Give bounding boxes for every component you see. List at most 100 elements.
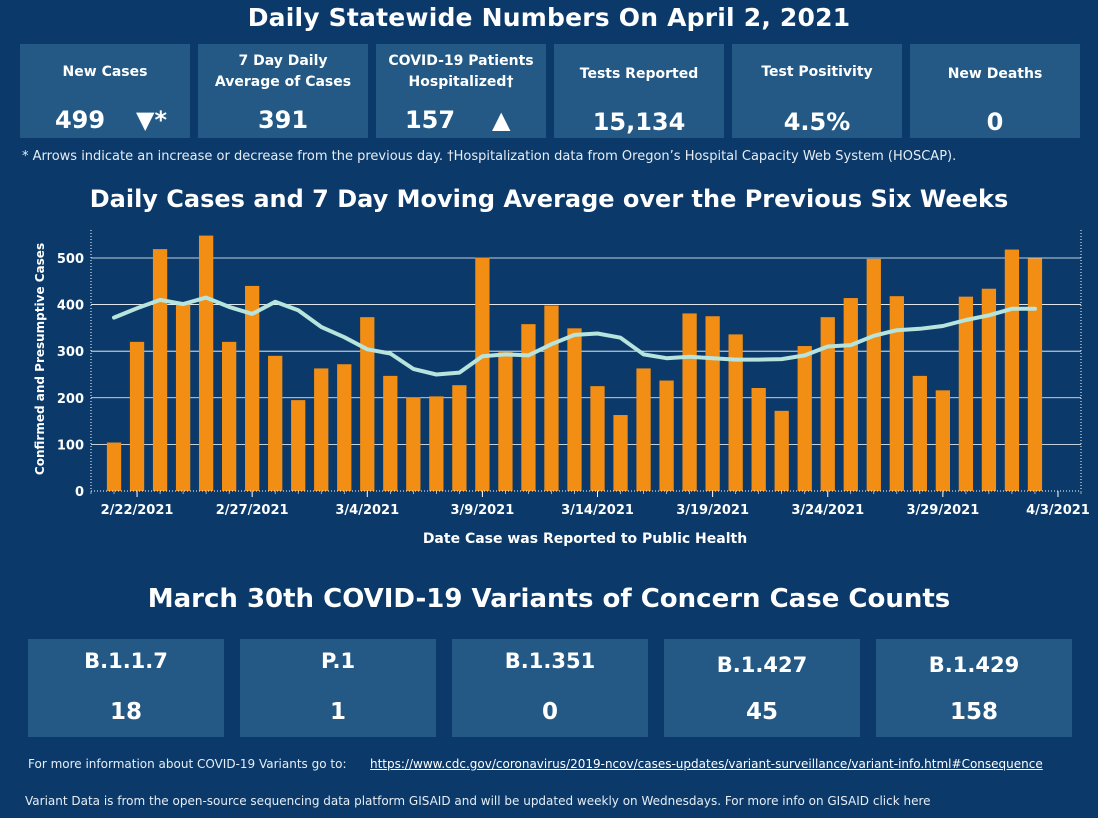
bar — [820, 317, 835, 491]
bar — [912, 375, 927, 491]
bar-series — [106, 235, 1043, 491]
stat-cards: New Cases 499 ▼* 7 Day Daily Average of … — [20, 44, 1080, 138]
bar — [198, 235, 214, 491]
bar — [152, 249, 168, 491]
bar — [406, 397, 421, 491]
bar — [682, 313, 697, 491]
stat-label: New Deaths — [947, 66, 1043, 82]
y-tick-label: 0 — [75, 485, 84, 500]
bar — [521, 324, 536, 491]
variant-label: B.1.1.7 — [84, 649, 168, 673]
variant-card-b1351: B.1.351 0 — [452, 639, 648, 737]
variant-label: B.1.351 — [504, 649, 596, 673]
bar — [291, 400, 306, 491]
stat-card-tests-reported: Tests Reported 15,134 — [554, 44, 724, 138]
cdc-variant-link[interactable]: https://www.cdc.gov/coronavirus/2019-nco… — [370, 757, 1043, 771]
bar — [222, 341, 237, 491]
page-title: Daily Statewide Numbers On April 2, 2021 — [247, 3, 851, 32]
variant-info-text: For more information about COVID-19 Vari… — [28, 757, 347, 771]
y-tick-label: 100 — [57, 438, 84, 453]
variant-count: 1 — [329, 699, 346, 725]
stat-card-test-positivity: Test Positivity 4.5% — [732, 44, 902, 138]
variant-card-b1429: B.1.429 158 — [876, 639, 1072, 737]
x-tick-label: 4/3/2021 — [1026, 503, 1090, 518]
chart-title: Daily Cases and 7 Day Moving Average ove… — [89, 185, 1009, 213]
bar — [728, 334, 743, 491]
bar — [129, 341, 145, 491]
axes: 0 100 200 300 400 500 2/22/2021 2/27/2021 3/4/20… — [57, 230, 1090, 518]
bar — [314, 368, 329, 491]
bar — [429, 396, 444, 491]
bar — [751, 387, 766, 491]
bar — [705, 316, 720, 491]
x-axis-label: Date Case was Reported to Public Health — [423, 531, 747, 547]
y-axis-label: Confirmed and Presumptive Cases — [33, 243, 47, 475]
bar — [383, 375, 398, 491]
bar — [866, 258, 881, 491]
x-tick-label: 3/4/2021 — [335, 503, 399, 518]
moving-average-series — [112, 295, 1037, 377]
gisaid-info-text[interactable]: Variant Data is from the open-source seq… — [25, 794, 931, 808]
variant-label: P.1 — [320, 649, 356, 673]
x-tick-label: 2/22/2021 — [101, 503, 174, 518]
variant-card-p1: P.1 1 — [240, 639, 436, 737]
bar — [106, 442, 122, 491]
bar — [843, 298, 858, 491]
stat-label: Tests Reported — [579, 66, 699, 82]
variant-count: 45 — [745, 699, 778, 725]
bar — [981, 288, 997, 491]
x-tick-label: 3/14/2021 — [561, 503, 634, 518]
x-tick-label: 3/29/2021 — [906, 503, 979, 518]
bar — [958, 296, 974, 491]
y-tick-label: 300 — [57, 345, 84, 360]
bar — [268, 355, 283, 491]
variant-label: B.1.427 — [716, 653, 808, 677]
stat-label: Test Positivity — [761, 64, 873, 80]
variant-card-b117: B.1.1.7 18 — [28, 639, 224, 737]
stat-value: 499 — [54, 106, 106, 134]
bar — [935, 390, 950, 491]
bar — [337, 364, 352, 491]
x-tick-label: 2/27/2021 — [216, 503, 289, 518]
bar — [889, 296, 904, 491]
stat-value: 4.5% — [783, 108, 851, 136]
bar — [1004, 249, 1020, 491]
bar — [544, 305, 559, 491]
arrow-down-icon: ▼* — [136, 106, 168, 134]
stat-card-7day-average: 7 Day Daily Average of Cases 391 — [198, 44, 368, 138]
x-tick-label: 3/19/2021 — [676, 503, 749, 518]
bar — [245, 285, 260, 491]
gridlines — [91, 257, 1081, 445]
bar — [360, 317, 375, 491]
stat-value: 391 — [257, 106, 309, 134]
bar — [659, 380, 674, 491]
variant-count: 18 — [109, 699, 142, 725]
stat-card-new-cases: New Cases 499 ▼* — [20, 44, 190, 138]
bar — [613, 415, 628, 491]
x-tick-label: 3/9/2021 — [451, 503, 515, 518]
stat-label: New Cases — [62, 64, 148, 80]
bar — [175, 304, 191, 491]
stat-value: 15,134 — [592, 108, 686, 136]
x-tick-label: 3/24/2021 — [791, 503, 864, 518]
stat-value: 0 — [986, 108, 1004, 136]
stat-label: 7 Day Daily Average of Cases — [214, 53, 352, 90]
variant-card-b1427: B.1.427 45 — [664, 639, 860, 737]
bar — [774, 410, 789, 491]
y-tick-label: 200 — [57, 392, 84, 407]
footnote: * Arrows indicate an increase or decreas… — [22, 149, 957, 164]
moving-average-line — [112, 295, 1037, 377]
bar — [797, 346, 812, 491]
bar — [636, 368, 651, 491]
stat-value: 157 — [404, 106, 456, 134]
bar — [475, 257, 490, 491]
stat-card-hospitalized: COVID-19 Patients Hospitalized† 157 ▲ — [376, 44, 546, 138]
bar — [1027, 258, 1043, 491]
y-tick-label: 500 — [57, 252, 84, 267]
daily-cases-chart: 0 100 200 300 400 500 2/22/2021 2/27/2021 3/4/20… — [33, 230, 1090, 547]
bar — [452, 385, 467, 491]
arrow-up-icon: ▲ — [492, 106, 511, 134]
stat-label: COVID-19 Patients Hospitalized† — [388, 53, 534, 90]
variants-title: March 30th COVID-19 Variants of Concern … — [147, 584, 951, 614]
variant-label: B.1.429 — [928, 653, 1020, 677]
